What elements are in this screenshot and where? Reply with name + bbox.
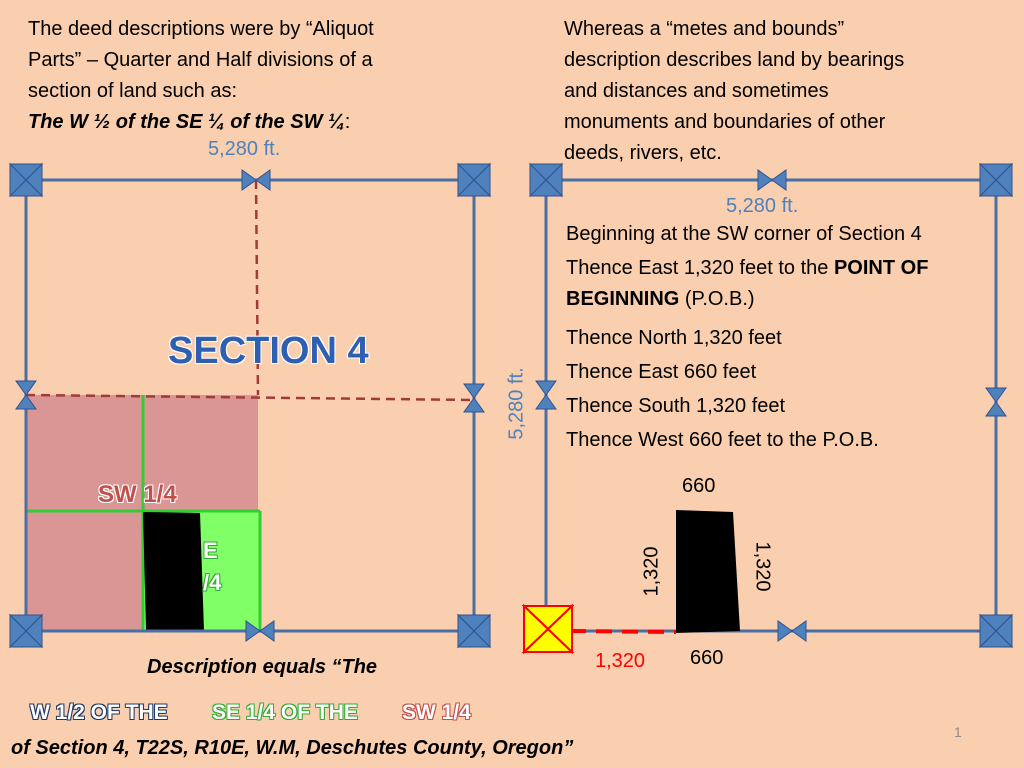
legal-part-se-quarter: SE 1/4 OF THE: [212, 701, 358, 724]
section-4-title: SECTION 4: [168, 330, 369, 372]
se-label-fragment-2: /4: [203, 570, 222, 595]
left-intro-line-2: Parts” – Quarter and Half divisions of a: [28, 49, 373, 71]
monument-corner-ne-left: [457, 163, 491, 197]
desc-pob-bold-2: BEGINNING: [566, 288, 680, 310]
monument-corner-se-left: [457, 614, 491, 648]
left-intro-line-3: section of land such as:: [28, 80, 238, 102]
left-intro-emphasis-line: The W ½ of the SE ¼ of the SW ¼:: [28, 107, 478, 138]
legal-location-text: of Section 4, T22S, R10E, W.M, Deschutes…: [11, 737, 574, 759]
se-label-fragment-1: E: [203, 538, 218, 563]
left-intro-text: The deed descriptions were by “Aliquot P…: [28, 14, 478, 138]
desc-line-east-to-pob: Thence East 1,320 feet to the POINT OF: [566, 253, 996, 284]
right-intro-text: Whereas a “metes and bounds” description…: [564, 14, 1004, 169]
parcel-right-dimension: 1,320: [751, 541, 774, 592]
right-top-distance-label: 5,280 ft.: [726, 195, 799, 217]
left-top-distance-label: 5,280 ft.: [208, 138, 281, 160]
aliquot-example: The W ½ of the SE ¼ of the SW ¼: [28, 111, 345, 133]
desc-line-east: Thence East 660 feet: [566, 361, 757, 383]
left-intro-line-1: The deed descriptions were by “Aliquot: [28, 18, 374, 40]
metes-bounds-courses: Thence North 1,320 feet Thence East 660 …: [566, 321, 986, 457]
monument-quarter-south-right: [777, 620, 807, 642]
monument-corner-nw-left: [9, 163, 43, 197]
desc-east-text: Thence East 1,320 feet to the: [566, 257, 834, 279]
sw-corner-highlight-icon: [521, 603, 575, 655]
metes-bounds-description: Beginning at the SW corner of Section 4: [566, 219, 986, 250]
right-intro-line-5: deeds, rivers, etc.: [564, 142, 722, 164]
desc-line-beginning-pob: BEGINNING (P.O.B.): [566, 284, 996, 315]
right-intro-line-3: and distances and sometimes: [564, 80, 829, 102]
w-half-redaction-block: [143, 512, 204, 631]
right-side-distance-label: 5,280 ft.: [505, 367, 528, 440]
parcel-bottom-dimension: 660: [690, 647, 724, 669]
desc-line-west: Thence West 660 feet to the P.O.B.: [566, 429, 879, 451]
legal-part-w-half: W 1/2 OF THE: [30, 701, 168, 724]
parcel-left-dimension: 1,320: [640, 546, 663, 597]
page-number: 1: [954, 724, 962, 740]
monument-corner-ne-right: [979, 163, 1013, 197]
desc-line-north: Thence North 1,320 feet: [566, 327, 782, 349]
right-intro-line-1: Whereas a “metes and bounds”: [564, 18, 845, 40]
quarter-line-vertical: [254, 179, 260, 396]
monument-corner-sw-left: [9, 614, 43, 648]
sw-quarter-label: SW 1/4: [98, 481, 177, 508]
desc-pob-bold-1: POINT OF: [833, 257, 929, 279]
desc-pob-abbrev: (P.O.B.): [679, 288, 755, 310]
pob-tie-line: [569, 629, 677, 634]
right-intro-line-4: monuments and boundaries of other: [564, 111, 886, 133]
metes-bounds-parcel: [676, 510, 740, 633]
aliquot-example-colon: :: [344, 111, 351, 133]
monument-quarter-east-left: [463, 383, 485, 413]
description-equals-text: Description equals “The: [147, 656, 378, 678]
legal-part-sw-quarter: SW 1/4: [402, 701, 471, 724]
metes-bounds-pob-line: Thence East 1,320 feet to the POINT OF B…: [566, 253, 996, 315]
monument-corner-se-right: [979, 614, 1013, 648]
monument-quarter-east-right: [985, 387, 1007, 417]
monument-corner-nw-right: [529, 163, 563, 197]
desc-line-beginning: Beginning at the SW corner of Section 4: [566, 223, 922, 245]
monument-quarter-north-right: [757, 169, 787, 191]
right-intro-line-2: description describes land by bearings: [564, 49, 905, 71]
desc-line-south: Thence South 1,320 feet: [566, 395, 786, 417]
monument-quarter-west-right: [535, 380, 557, 410]
pob-tie-dimension: 1,320: [595, 650, 646, 672]
parcel-top-dimension: 660: [682, 475, 716, 497]
